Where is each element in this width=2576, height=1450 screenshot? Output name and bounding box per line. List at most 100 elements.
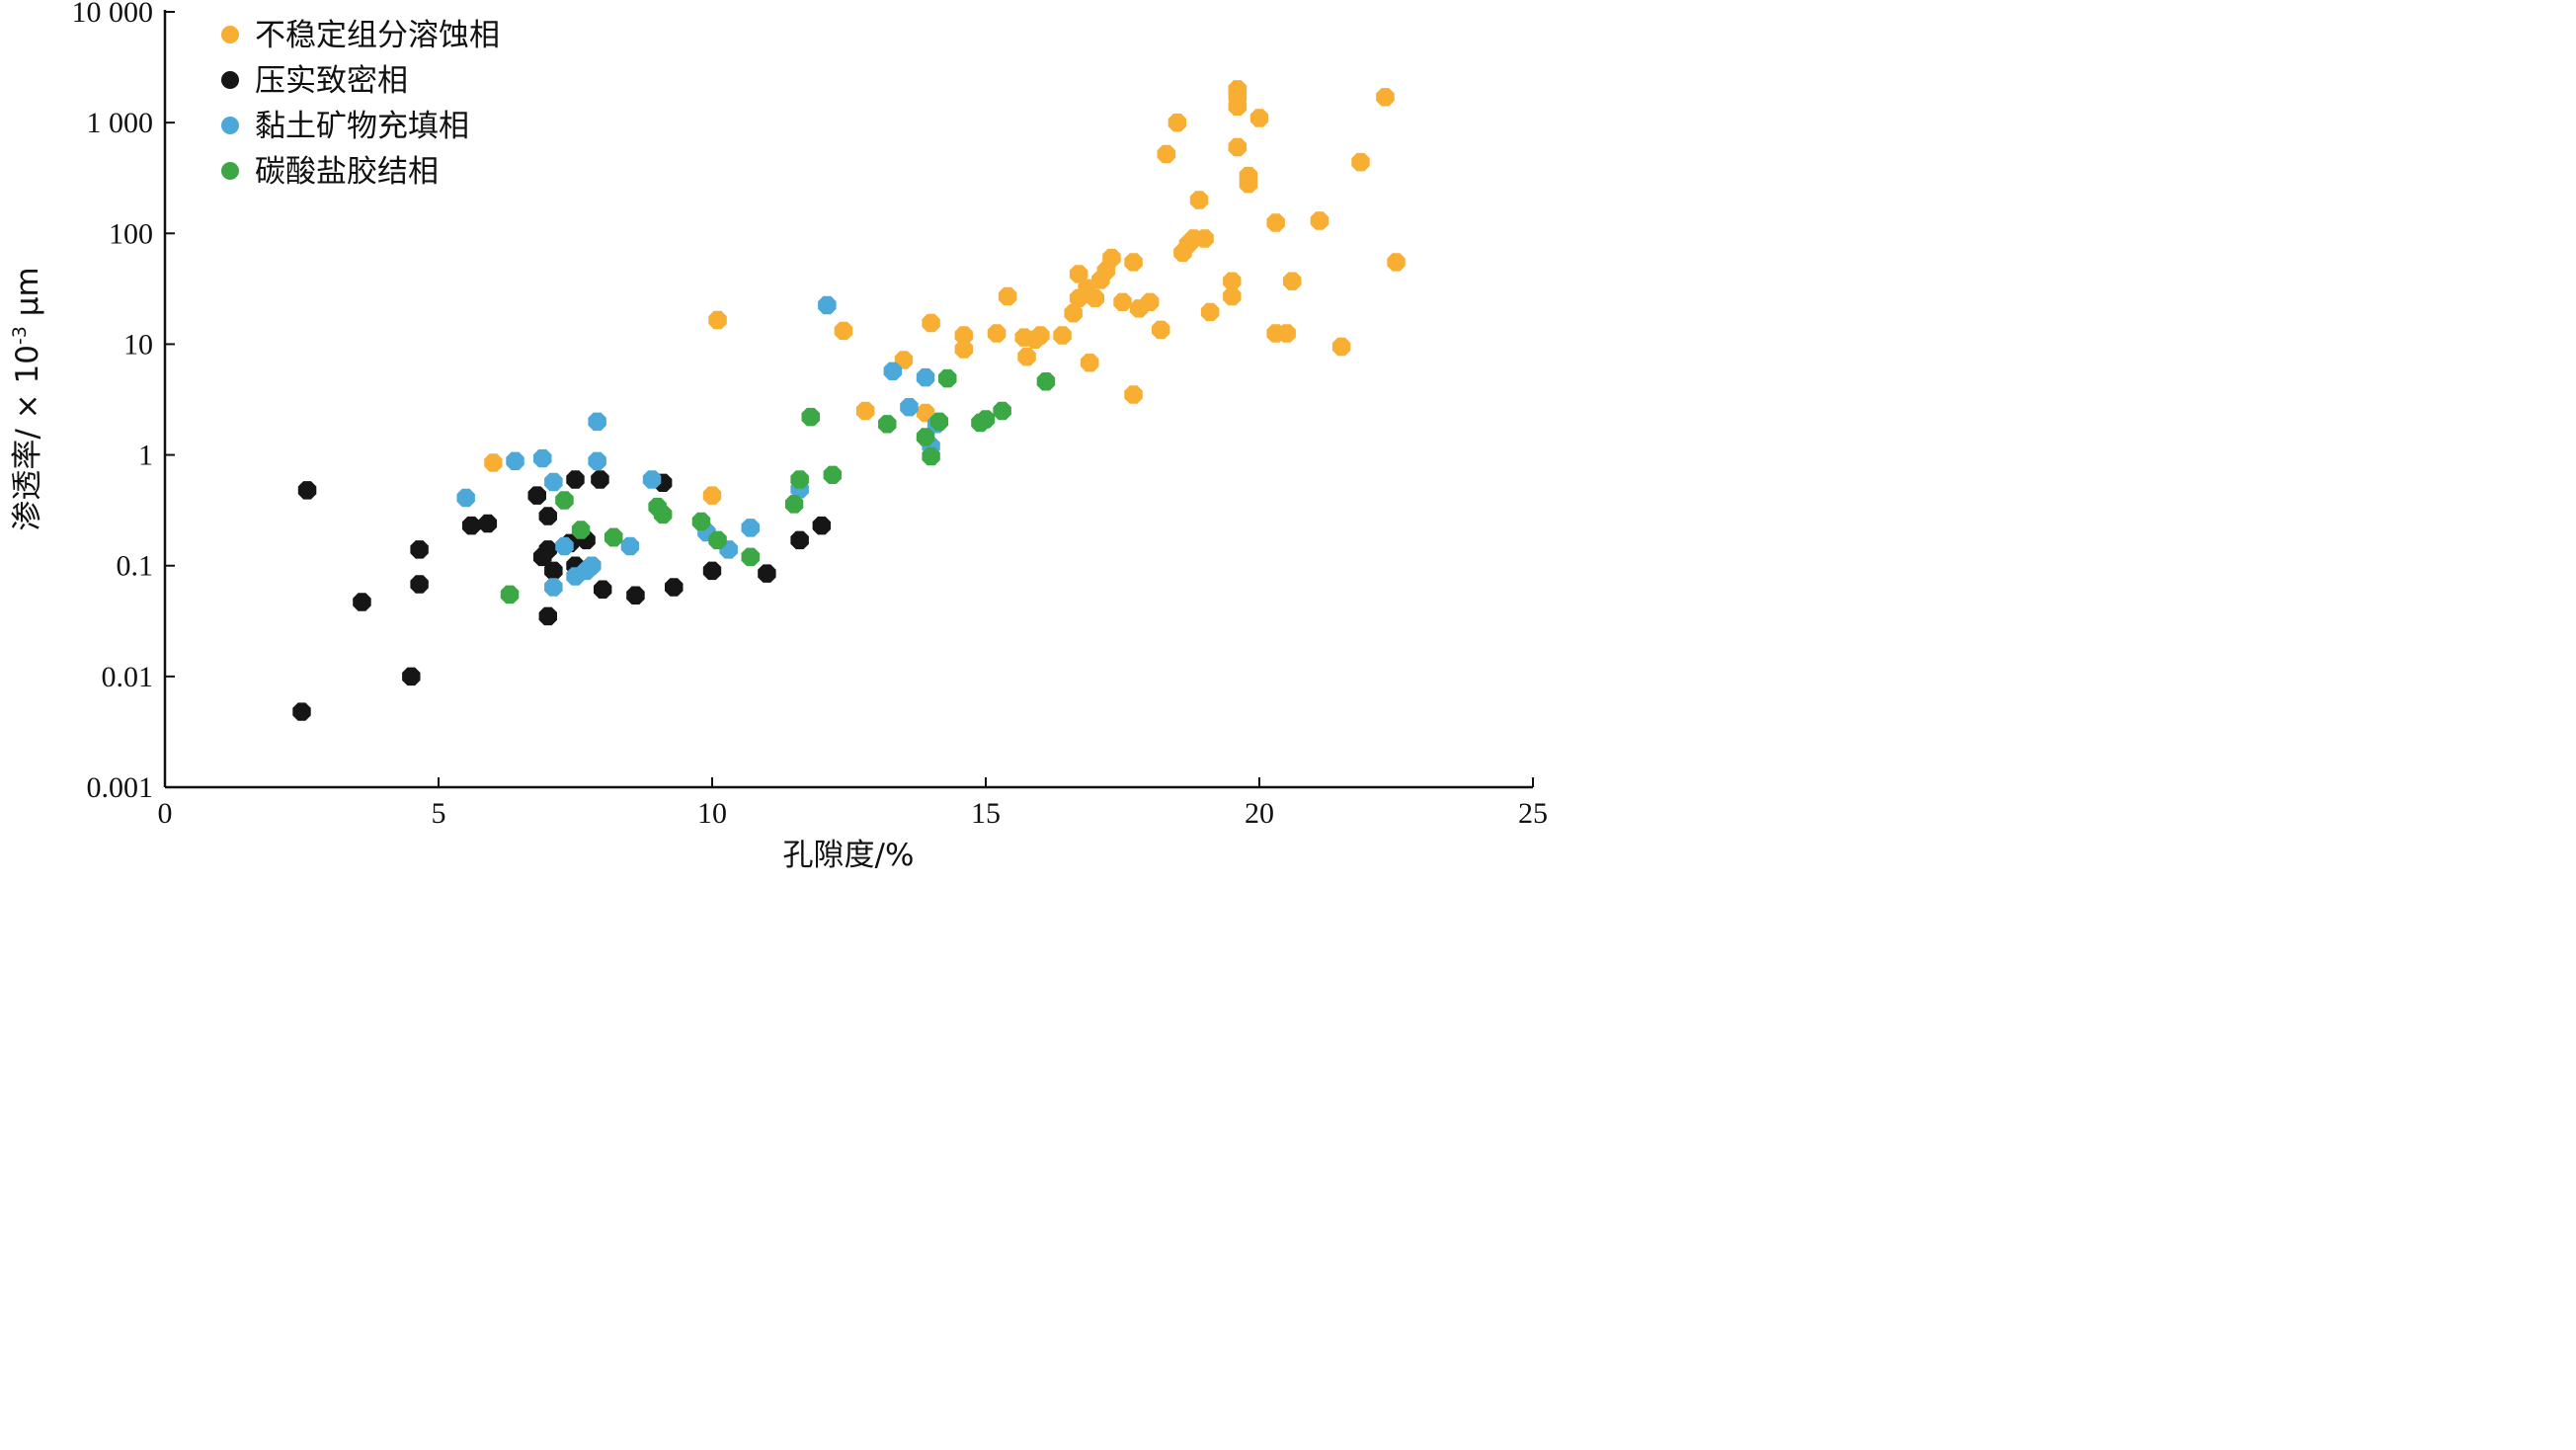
data-point (916, 367, 935, 387)
data-point (626, 586, 645, 604)
data-point (823, 465, 843, 484)
data-point (1124, 385, 1143, 404)
y-tick-label: 1 (138, 440, 153, 472)
data-point (916, 403, 935, 423)
data-point (653, 505, 673, 524)
x-tick-label: 10 (697, 797, 727, 830)
data-point (594, 580, 612, 599)
data-point (691, 512, 711, 531)
data-point (533, 448, 552, 468)
data-point (566, 470, 585, 489)
data-point (1031, 326, 1050, 345)
data-point (1102, 248, 1121, 268)
x-tick-label: 25 (1518, 797, 1548, 830)
scatter-chart: 0 5 10 15 20 25 0.001 0.01 0.1 1 10 100 1 000 10 000… (9, 0, 1548, 873)
data-point (954, 326, 974, 345)
data-point (1017, 347, 1036, 366)
data-point (620, 536, 640, 556)
x-tick-label: 15 (971, 797, 1001, 830)
data-point (588, 412, 606, 432)
legend-marker-series-1 (221, 71, 239, 89)
data-point (462, 516, 481, 535)
data-point (702, 561, 722, 581)
y-axis-title: 渗透率/ × 10-3 μm (9, 267, 45, 530)
data-point (878, 415, 897, 434)
data-point (1249, 109, 1269, 127)
data-point (292, 702, 311, 721)
data-point (582, 556, 602, 575)
data-point (708, 530, 727, 550)
data-point (1086, 288, 1104, 308)
data-point (1223, 272, 1242, 290)
y-tick-label: 0.001 (87, 771, 154, 804)
data-point (1195, 229, 1214, 248)
y-tick-label: 0.01 (102, 661, 154, 693)
data-point (642, 470, 662, 489)
legend-marker-series-0 (221, 26, 239, 43)
y-axis-title-exponent: -3 (9, 326, 31, 345)
data-point (1189, 191, 1209, 209)
data-point (484, 453, 503, 472)
data-point (883, 362, 903, 380)
data-point (1152, 320, 1170, 340)
data-point (555, 536, 574, 556)
data-point (784, 495, 804, 514)
data-point (834, 321, 853, 341)
data-point (1157, 144, 1176, 164)
data-point (954, 340, 974, 359)
data-point (1081, 354, 1099, 372)
data-point (1167, 113, 1187, 132)
data-point (1228, 137, 1248, 157)
data-point (1036, 372, 1056, 391)
series-3 (500, 368, 1056, 604)
legend-item-series-3: 碳酸盐胶结相 (221, 154, 439, 190)
data-point (1053, 326, 1072, 345)
data-point (538, 507, 557, 525)
data-point (456, 488, 475, 508)
data-point (894, 351, 914, 369)
data-point (538, 606, 557, 626)
data-point (1228, 97, 1248, 116)
x-axis-title: 孔隙度/% (783, 838, 915, 873)
data-point (938, 368, 957, 388)
data-point (665, 578, 684, 597)
y-axis-title-unit: μm (10, 267, 45, 326)
x-tick-label: 0 (158, 797, 173, 830)
data-point (976, 410, 996, 429)
data-point (790, 470, 809, 489)
data-point (527, 486, 546, 505)
data-point (1387, 253, 1406, 272)
data-point (588, 451, 606, 470)
data-point (1228, 80, 1248, 99)
data-point (500, 585, 520, 604)
data-point (929, 412, 949, 432)
y-tick-label: 1 000 (87, 107, 154, 139)
data-point (1064, 303, 1083, 323)
data-point (1223, 286, 1242, 306)
data-point (1310, 211, 1329, 230)
legend-marker-series-2 (221, 117, 239, 134)
data-point (571, 521, 591, 539)
x-tick-label: 20 (1245, 797, 1274, 830)
data-point (1069, 265, 1088, 283)
data-point (538, 540, 557, 559)
data-point (544, 561, 563, 581)
data-point (544, 472, 563, 492)
data-point (916, 428, 935, 446)
data-point (410, 540, 429, 559)
data-point (1376, 88, 1395, 107)
data-point (506, 451, 524, 470)
data-point (1331, 337, 1351, 357)
data-point (1283, 272, 1302, 290)
legend: 不稳定组分溶蚀相 压实致密相 黏土矿物充填相 碳酸盐胶结相 (221, 18, 500, 190)
data-point (555, 491, 574, 510)
data-point (922, 446, 940, 466)
data-point (1124, 253, 1143, 272)
data-point (922, 313, 940, 333)
legend-marker-series-3 (221, 162, 239, 180)
data-point (812, 516, 831, 535)
y-tick-label: 100 (109, 217, 153, 250)
series-0 (484, 80, 1406, 505)
data-point (1113, 292, 1132, 311)
y-tick-label: 10 (123, 328, 153, 361)
